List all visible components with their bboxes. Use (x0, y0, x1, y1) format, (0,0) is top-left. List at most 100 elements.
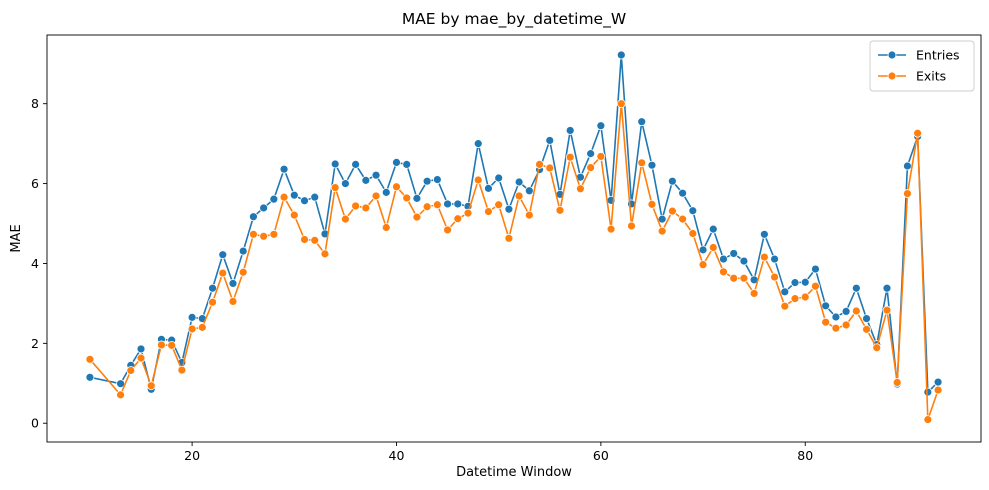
chart-title: MAE by mae_by_datetime_W (402, 10, 626, 29)
entries-point (719, 254, 728, 264)
entries-point (616, 50, 626, 60)
entries-point (851, 283, 861, 293)
entries-point (811, 264, 820, 274)
entries-point (402, 160, 412, 169)
exits-point (770, 272, 779, 282)
entries-point (412, 193, 422, 203)
exits-point (576, 184, 585, 194)
entries-point (923, 387, 933, 397)
exits-point (484, 207, 493, 216)
exits-point (657, 226, 667, 236)
exits-point (361, 203, 371, 213)
exits-point (381, 223, 391, 232)
exits-point (351, 201, 361, 211)
exits-point (289, 210, 299, 220)
entries-point (473, 139, 483, 149)
exits-point (647, 199, 657, 209)
entries-point (238, 246, 248, 256)
exits-point (330, 183, 340, 192)
exits-point (524, 210, 534, 220)
exits-point (688, 229, 698, 238)
entries-point (279, 164, 289, 174)
x-axis-title: Datetime Window (456, 465, 572, 480)
y-axis-title: MAE (9, 224, 24, 252)
entries-point (647, 160, 657, 170)
entries-point (586, 149, 596, 159)
exits-point (708, 243, 718, 252)
entries-point (739, 256, 749, 266)
exits-point (831, 323, 841, 333)
exits-point (514, 191, 524, 201)
exits-point (606, 224, 616, 234)
plot-frame (46, 34, 982, 443)
entries-point (545, 136, 555, 145)
entries-point (484, 183, 493, 193)
entries-point (85, 372, 95, 382)
exits-point (463, 208, 473, 218)
exits-point (432, 200, 442, 210)
entries-point (136, 344, 146, 354)
exits-point (749, 289, 759, 298)
entries-point (228, 279, 238, 288)
y-tick-label: 8 (31, 96, 39, 111)
entries-point (800, 277, 810, 287)
x-tick-label: 60 (593, 448, 609, 463)
entries-point (443, 199, 452, 209)
entries-point (259, 203, 269, 213)
exits-point (402, 193, 412, 203)
entries-point (422, 176, 432, 186)
exits-point (627, 221, 636, 231)
entries-point (678, 188, 688, 198)
exits-point (892, 378, 902, 387)
exits-point (872, 343, 882, 353)
exits-point (412, 212, 422, 222)
exits-point (85, 354, 95, 364)
entries-point (790, 278, 800, 288)
exits-point (126, 366, 136, 375)
entries-point (565, 126, 575, 135)
legend: Entries Exits (869, 40, 975, 92)
entries-point (310, 192, 320, 202)
exits-point (800, 292, 810, 302)
legend-item-exits: Exits (878, 69, 946, 84)
exits-point (841, 320, 851, 330)
exits-point (310, 235, 320, 245)
exits-point (851, 306, 861, 316)
exits-point (596, 152, 606, 161)
exits-point (228, 297, 238, 306)
plot-area (85, 50, 943, 425)
legend-marker-entries (887, 50, 897, 60)
x-tick-label: 20 (184, 448, 200, 463)
entries-point (494, 173, 504, 183)
entries-point (637, 117, 647, 127)
entries-point (933, 377, 943, 387)
exits-point (494, 200, 504, 210)
entries-point (289, 190, 299, 200)
exits-point (811, 281, 820, 291)
exits-point (177, 365, 187, 375)
exits-point (279, 192, 289, 202)
legend-item-entries: Entries (878, 48, 960, 63)
exits-point (637, 158, 647, 168)
entries-point (903, 161, 912, 171)
exits-point (259, 231, 269, 241)
entries-point (208, 283, 217, 293)
exits-point (116, 390, 125, 400)
entries-point (688, 206, 698, 216)
exits-point (157, 340, 166, 350)
exits-point (903, 189, 912, 198)
exits-point (729, 273, 739, 283)
axis-ticks: 20 40 60 80 0 2 4 6 8 (31, 96, 813, 463)
exits-point (208, 297, 217, 307)
exits-point (882, 305, 892, 315)
entries-point (831, 312, 841, 322)
entries-point (218, 250, 228, 260)
entries-point (340, 179, 350, 188)
exits-point (136, 353, 146, 363)
legend-label-entries: Entries (916, 48, 960, 63)
exits-point (167, 340, 177, 350)
entries-point (514, 177, 524, 187)
entries-point (330, 159, 340, 169)
entries-point (453, 199, 463, 209)
